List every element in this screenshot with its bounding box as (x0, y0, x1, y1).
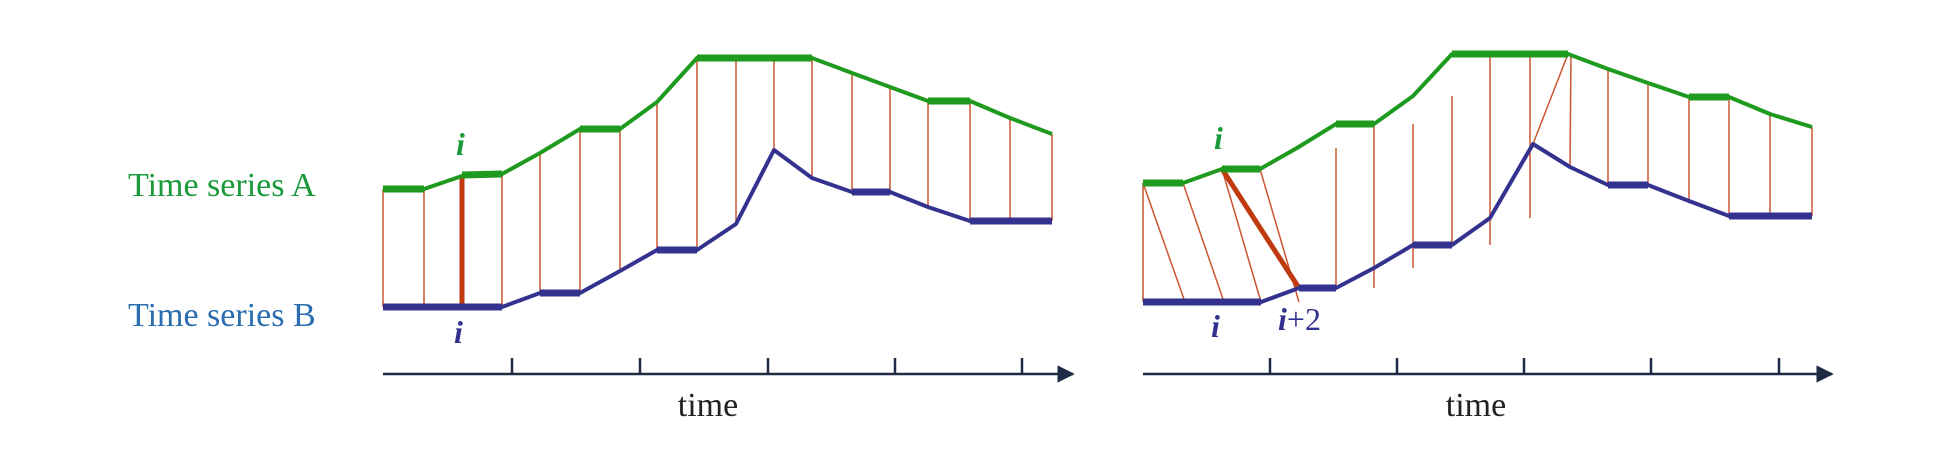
right-axis-title: time (1446, 387, 1506, 424)
series-a-flat-segments-left (383, 54, 970, 193)
alignment-line (1221, 168, 1262, 303)
series-b-label: Time series B (128, 297, 316, 334)
euclidean-panel: i i time (382, 54, 1075, 424)
alignment-line (1532, 53, 1569, 145)
right-index-b: i (1211, 308, 1220, 344)
right-index-b-plus-two: i+2 (1278, 301, 1321, 337)
dtw-panel: i i i+2 time (1142, 50, 1834, 424)
series-a-flat-segments-right (1143, 50, 1729, 187)
series-a-line-right (1143, 52, 1813, 185)
left-axis-title: time (678, 387, 738, 424)
right-index-a: i (1214, 120, 1223, 156)
right-time-axis (1143, 358, 1834, 383)
series-b-flat-segments-right (1143, 181, 1812, 306)
series-b-flat-segments-left (383, 188, 1052, 311)
left-index-b: i (454, 314, 463, 350)
left-alignment-lines (382, 58, 1053, 307)
alignment-line (1569, 53, 1572, 168)
left-time-axis (383, 358, 1075, 383)
series-a-label: Time series A (128, 167, 316, 204)
alignment-line (1142, 182, 1186, 303)
series-a-line-left (383, 56, 1053, 191)
left-index-a: i (456, 126, 465, 162)
highlight-alignment-line (1219, 167, 1302, 290)
right-alignment-lines (1142, 53, 1813, 303)
alignment-line (1182, 182, 1225, 303)
